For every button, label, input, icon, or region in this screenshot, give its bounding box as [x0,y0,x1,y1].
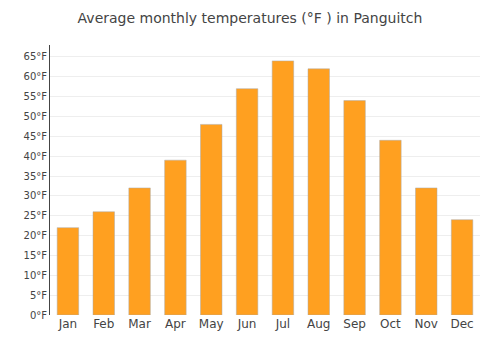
svg-text:Mar: Mar [128,317,151,331]
svg-text:Feb: Feb [93,317,114,331]
svg-text:Aug: Aug [307,317,330,331]
svg-text:Jun: Jun [237,317,257,331]
svg-text:Apr: Apr [165,317,186,331]
svg-text:May: May [199,317,224,331]
svg-text:Nov: Nov [415,317,438,331]
svg-text:50°F: 50°F [24,111,48,122]
svg-text:0°F: 0°F [30,310,47,321]
svg-text:35°F: 35°F [24,171,48,182]
svg-text:55°F: 55°F [24,91,48,102]
svg-text:Dec: Dec [450,317,473,331]
svg-text:Oct: Oct [380,317,401,331]
svg-text:40°F: 40°F [24,151,48,162]
svg-text:20°F: 20°F [24,230,48,241]
svg-text:60°F: 60°F [24,71,48,82]
svg-text:30°F: 30°F [24,190,48,201]
svg-text:45°F: 45°F [24,131,48,142]
svg-text:15°F: 15°F [24,250,48,261]
svg-text:Jul: Jul [275,317,290,331]
svg-text:25°F: 25°F [24,210,48,221]
svg-text:10°F: 10°F [24,270,48,281]
svg-text:65°F: 65°F [24,51,48,62]
svg-text:Sep: Sep [343,317,366,331]
svg-text:Average monthly temperatures (: Average monthly temperatures (°F ) in Pa… [78,10,423,26]
svg-text:5°F: 5°F [30,290,47,301]
svg-text:Jan: Jan [58,317,78,331]
